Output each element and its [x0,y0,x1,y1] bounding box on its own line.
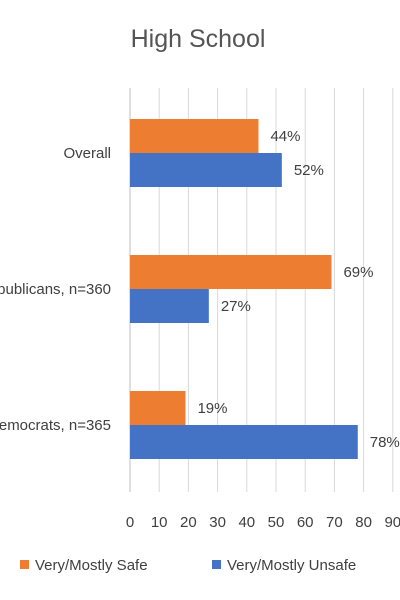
legend: Very/Mostly Safe Very/Mostly Unsafe [20,557,356,574]
x-tick-label: 80 [355,514,372,531]
data-label: 19% [197,400,227,417]
data-label: 44% [270,128,300,145]
legend-label: Very/Mostly Safe [35,557,148,574]
category-label: Democrats, n=365 [0,417,111,434]
x-tick-label: 60 [297,514,314,531]
category-label: Republicans, n=360 [0,281,111,298]
data-labels: 44% 52% 69% 27% 19% 78% [197,128,399,451]
bar [130,289,209,323]
x-tick-label: 20 [180,514,197,531]
bar [130,391,186,425]
data-label: 27% [221,298,251,315]
x-tick-label: 90 [384,514,400,531]
legend-swatch [212,560,221,569]
bar [130,425,358,459]
data-label: 78% [370,434,400,451]
category-labels: Overall Republicans, n=360 Democrats, n=36… [0,145,111,434]
legend-label: Very/Mostly Unsafe [227,557,356,574]
bar [130,153,282,187]
legend-swatch [20,560,29,569]
bar [130,255,332,289]
bar [130,119,259,153]
x-tick-label: 50 [268,514,285,531]
x-tick-labels: 0 10 20 30 40 50 60 70 80 90 [126,514,400,531]
x-tick-label: 40 [238,514,255,531]
x-tick-label: 0 [126,514,134,531]
category-label: Overall [63,145,111,162]
data-label: 69% [343,264,373,281]
x-tick-label: 70 [326,514,343,531]
bars [130,119,358,459]
x-tick-label: 30 [209,514,226,531]
data-label: 52% [294,162,324,179]
chart-title: High School [131,25,266,53]
x-tick-label: 10 [151,514,168,531]
